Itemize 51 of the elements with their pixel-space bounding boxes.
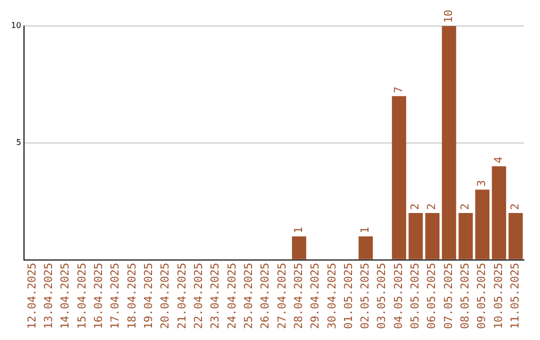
data-label: 1 xyxy=(292,226,305,234)
x-tick-label: 03.05.2025 xyxy=(375,262,388,330)
data-label: 1 xyxy=(358,226,372,234)
x-tick-label: 15.04.2025 xyxy=(75,262,88,330)
x-tick-label: 24.04.2025 xyxy=(225,262,238,330)
x-tick-label: 27.04.2025 xyxy=(275,262,288,330)
y-tick-label: 5 xyxy=(16,138,22,147)
data-label: 10 xyxy=(442,10,455,23)
x-tick-label: 29.04.2025 xyxy=(308,262,322,330)
x-tick-label: 17.04.2025 xyxy=(108,262,122,330)
data-label: 2 xyxy=(458,203,472,210)
x-tick-label: 02.05.2025 xyxy=(358,262,372,330)
x-tick-label: 18.04.2025 xyxy=(125,262,138,330)
x-tick-label: 09.05.2025 xyxy=(475,262,488,330)
x-tick-label: 16.04.2025 xyxy=(92,262,106,330)
x-tick-label: 19.04.2025 xyxy=(142,262,155,330)
x-tick-label: 06.05.2025 xyxy=(425,262,438,330)
data-label: 7 xyxy=(392,86,405,94)
bar xyxy=(425,213,440,260)
bar xyxy=(475,190,490,260)
x-tick-label: 21.04.2025 xyxy=(175,262,188,330)
data-label: 2 xyxy=(508,203,522,210)
bar xyxy=(458,213,473,260)
data-label: 3 xyxy=(475,180,488,187)
bar xyxy=(508,213,523,260)
x-tick-label: 14.04.2025 xyxy=(58,262,72,330)
x-tick-label: 22.04.2025 xyxy=(192,262,205,330)
data-label: 4 xyxy=(492,156,505,164)
x-tick-label: 28.04.2025 xyxy=(292,262,305,330)
x-tick-label: 23.04.2025 xyxy=(208,262,222,330)
x-tick-label: 11.05.2025 xyxy=(508,262,522,330)
bar xyxy=(492,166,506,260)
x-tick-label: 10.05.2025 xyxy=(492,262,505,330)
bar xyxy=(408,213,423,260)
x-tick-label: 07.05.2025 xyxy=(442,262,455,330)
x-tick-label: 01.05.2025 xyxy=(342,262,355,330)
bar xyxy=(392,96,406,260)
bar xyxy=(292,236,306,260)
data-label: 2 xyxy=(425,203,438,210)
x-tick-label: 26.04.2025 xyxy=(258,262,272,330)
x-tick-label: 12.04.2025 xyxy=(25,262,38,330)
x-tick-label: 13.04.2025 xyxy=(42,262,56,330)
x-tick-label: 08.05.2025 xyxy=(458,262,472,330)
x-tick-label: 25.04.2025 xyxy=(242,262,255,330)
bar xyxy=(358,236,373,260)
bar xyxy=(442,26,456,260)
x-tick-label: 20.04.2025 xyxy=(158,262,172,330)
x-tick-label: 04.05.2025 xyxy=(392,262,405,330)
x-tick-label: 05.05.2025 xyxy=(408,262,422,330)
data-label: 2 xyxy=(408,203,422,210)
x-tick-label: 30.04.2025 xyxy=(325,262,338,330)
